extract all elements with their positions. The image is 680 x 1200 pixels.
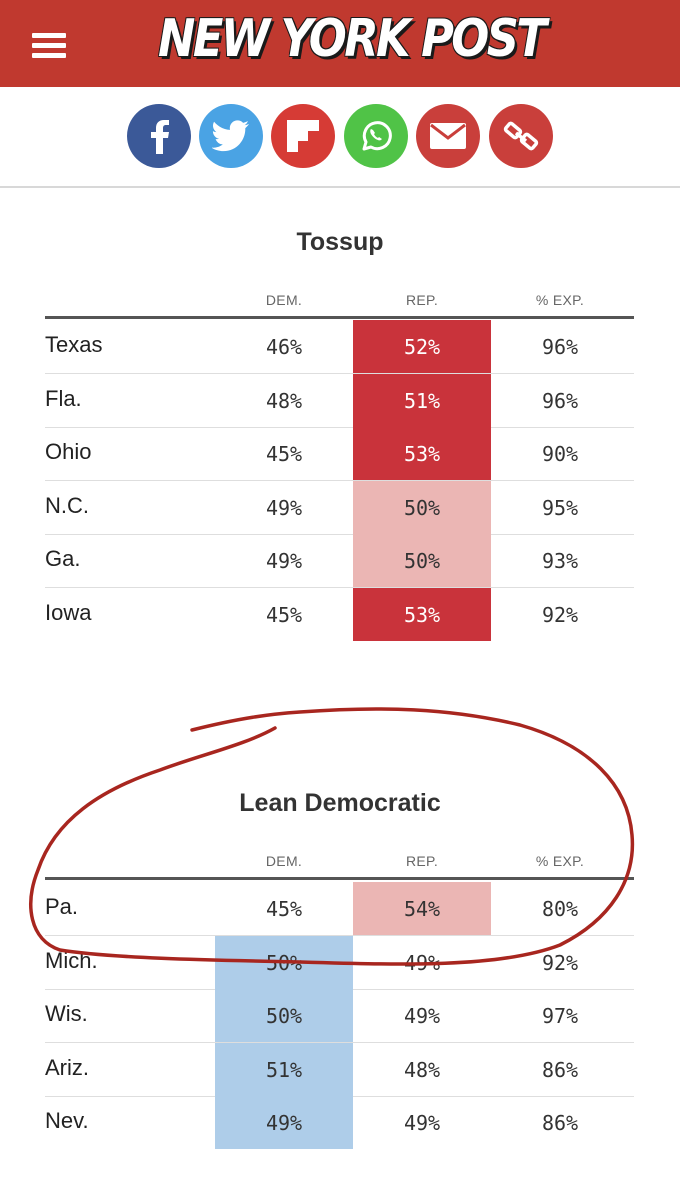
whatsapp-icon [362, 121, 392, 151]
state-name: Fla. [45, 386, 82, 411]
rep-value: 53% [353, 588, 491, 641]
tossup-col-dem: DEM. [265, 292, 303, 308]
share-bar [0, 87, 680, 187]
share-divider [0, 186, 680, 188]
facebook-icon [151, 120, 169, 154]
state-name: N.C. [45, 493, 89, 518]
dem-value: 45% [265, 441, 303, 466]
table-row: Pa. 45% 54% 80% [45, 882, 634, 936]
lean-dem-header-rule [45, 877, 634, 880]
rep-value: 51% [353, 374, 491, 427]
lean-dem-col-exp: % EXP. [535, 853, 585, 869]
rep-value: 49% [403, 950, 441, 975]
tossup-col-exp: % EXP. [535, 292, 585, 308]
link-icon [503, 121, 539, 151]
table-row: Wis. 50% 49% 97% [45, 989, 634, 1043]
rep-value: 50% [353, 534, 491, 587]
rep-value: 54% [353, 882, 491, 935]
flipboard-icon [287, 120, 319, 152]
table-row: Texas 46% 52% 96% [45, 320, 634, 374]
rep-value: 52% [353, 320, 491, 373]
dem-value: 51% [215, 1043, 353, 1096]
state-name: Pa. [45, 894, 79, 919]
table-row: Ga. 49% 50% 93% [45, 534, 634, 588]
exp-value: 86% [541, 1110, 579, 1135]
state-name: Iowa [45, 600, 92, 625]
table-row: Nev. 49% 49% 86% [45, 1096, 634, 1149]
table-row: Ohio 45% 53% 90% [45, 427, 634, 481]
exp-value: 93% [541, 548, 579, 573]
whatsapp-share-button[interactable] [344, 104, 408, 168]
logo-text: NEW YORK POST [158, 9, 547, 69]
lean-dem-col-dem: DEM. [265, 853, 303, 869]
state-name: Ariz. [45, 1055, 89, 1080]
lean-dem-col-rep: REP. [405, 853, 439, 869]
lean-dem-title: Lean Democratic [239, 789, 441, 817]
tossup-col-rep: REP. [405, 292, 439, 308]
table-row: Mich. 50% 49% 92% [45, 936, 634, 990]
table-row: Fla. 48% 51% 96% [45, 374, 634, 428]
site-logo[interactable]: NEW YORK POST [136, 6, 547, 78]
tossup-title: Tossup [296, 228, 384, 256]
rep-value: 48% [403, 1057, 441, 1082]
state-name: Ga. [45, 546, 81, 571]
dem-value: 48% [265, 388, 303, 413]
state-name: Mich. [45, 948, 98, 973]
site-header: NEW YORK POST [0, 0, 680, 87]
dem-value: 49% [215, 1096, 353, 1149]
table-row: Iowa 45% 53% 92% [45, 588, 634, 641]
table-row: Ariz. 51% 48% 86% [45, 1043, 634, 1097]
table-row: N.C. 49% 50% 95% [45, 481, 634, 535]
twitter-share-button[interactable] [199, 104, 263, 168]
dem-value: 50% [215, 989, 353, 1042]
flipboard-share-button[interactable] [271, 104, 335, 168]
exp-value: 96% [541, 388, 579, 413]
dem-value: 46% [265, 334, 303, 359]
exp-value: 80% [541, 896, 579, 921]
exp-value: 95% [541, 495, 579, 520]
exp-value: 92% [541, 950, 579, 975]
tossup-header-rule [45, 316, 634, 319]
exp-value: 86% [541, 1057, 579, 1082]
rep-value: 49% [403, 1110, 441, 1135]
dem-value: 45% [265, 602, 303, 627]
dem-value: 50% [215, 936, 353, 989]
facebook-share-button[interactable] [127, 104, 191, 168]
twitter-icon [212, 120, 249, 152]
state-name: Wis. [45, 1001, 88, 1026]
exp-value: 96% [541, 334, 579, 359]
dem-value: 45% [265, 896, 303, 921]
state-name: Texas [45, 332, 103, 357]
email-share-button[interactable] [416, 104, 480, 168]
rep-value: 50% [353, 481, 491, 534]
dem-value: 49% [265, 495, 303, 520]
rep-value: 53% [353, 427, 491, 480]
copy-link-share-button[interactable] [489, 104, 553, 168]
hamburger-menu-icon[interactable] [32, 30, 68, 60]
mail-icon [430, 123, 466, 149]
state-name: Nev. [45, 1108, 89, 1133]
exp-value: 97% [541, 1003, 579, 1028]
exp-value: 90% [541, 441, 579, 466]
state-name: Ohio [45, 439, 92, 464]
dem-value: 49% [265, 548, 303, 573]
exp-value: 92% [541, 602, 579, 627]
rep-value: 49% [403, 1003, 441, 1028]
